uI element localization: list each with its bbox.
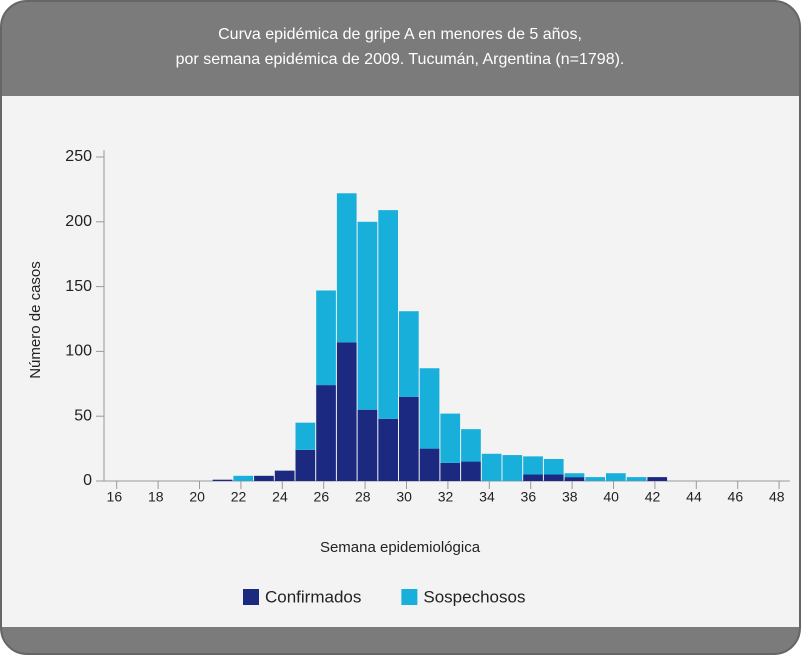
bar: [233, 475, 254, 481]
x-tick-label: 38: [562, 489, 578, 505]
x-tick-label: 20: [189, 489, 205, 505]
legend-swatch: [243, 589, 259, 605]
bar: [543, 458, 564, 475]
y-tick-label: 50: [74, 407, 92, 424]
bar: [274, 470, 295, 481]
bar: [440, 413, 461, 463]
bar: [399, 396, 419, 481]
bar: [585, 477, 605, 481]
y-tick-label: 150: [65, 278, 92, 295]
bar: [419, 448, 440, 481]
x-tick-label: 44: [686, 489, 702, 505]
x-tick-label: 18: [148, 489, 164, 505]
bar: [543, 474, 564, 481]
x-tick-label: 46: [728, 489, 744, 505]
bar: [378, 210, 398, 419]
bar: [295, 422, 316, 450]
bar: [336, 193, 357, 343]
bar: [378, 418, 398, 481]
x-tick-label: 36: [521, 489, 537, 505]
bar: [316, 385, 336, 481]
bar: [212, 479, 233, 481]
bar: [481, 453, 502, 481]
x-tick-label: 28: [355, 489, 371, 505]
bar: [399, 311, 419, 397]
bar: [440, 462, 461, 481]
bar: [606, 473, 626, 481]
bar: [502, 455, 523, 481]
x-tick-label: 42: [645, 489, 661, 505]
y-tick-label: 100: [65, 343, 92, 360]
x-tick-label: 16: [107, 489, 123, 505]
y-tick-label: 250: [65, 148, 92, 165]
bar: [461, 461, 481, 481]
y-tick-label: 0: [83, 472, 92, 489]
bar: [564, 477, 585, 481]
chart-title: Curva epidémica de gripe A en menores de…: [218, 26, 582, 43]
footer: [1, 627, 800, 654]
x-tick-label: 24: [272, 489, 288, 505]
header: [1, 1, 800, 96]
bar: [357, 221, 378, 410]
legend-label: Confirmados: [265, 587, 361, 606]
y-axis-label: Número de casos: [27, 261, 44, 379]
bar: [336, 342, 357, 481]
bar: [523, 474, 543, 481]
x-tick-label: 22: [231, 489, 247, 505]
bar: [295, 449, 316, 481]
bar: [357, 409, 378, 481]
bar: [626, 477, 647, 481]
x-tick-label: 48: [769, 489, 785, 505]
bar: [523, 456, 543, 475]
bar: [254, 475, 274, 481]
bar: [419, 368, 440, 449]
x-tick-label: 26: [314, 489, 330, 505]
chart-title: por semana epidémica de 2009. Tucumán, A…: [176, 51, 625, 68]
x-tick-label: 32: [438, 489, 454, 505]
legend-label: Sospechosos: [423, 587, 525, 606]
bar: [564, 473, 585, 478]
x-tick-label: 40: [603, 489, 619, 505]
x-tick-label: 30: [396, 489, 412, 505]
bar: [316, 290, 336, 386]
x-tick-label: 34: [479, 489, 495, 505]
x-axis-label: Semana epidemiológica: [320, 539, 481, 556]
bar: [647, 477, 668, 481]
y-tick-label: 200: [65, 213, 92, 230]
legend-swatch: [401, 589, 418, 605]
bar: [461, 429, 481, 462]
